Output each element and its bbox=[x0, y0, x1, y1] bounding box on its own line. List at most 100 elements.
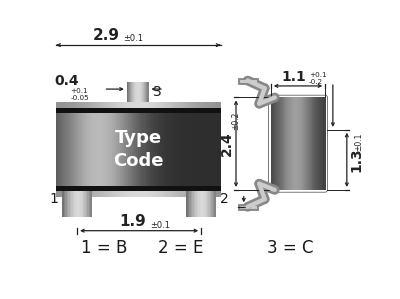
Bar bbox=[286, 97, 288, 190]
Text: 1: 1 bbox=[50, 191, 58, 205]
Text: +0.1
-0.2: +0.1 -0.2 bbox=[309, 72, 326, 85]
Bar bbox=[204, 191, 206, 197]
Bar bbox=[155, 191, 157, 197]
Bar bbox=[142, 102, 145, 108]
Bar bbox=[83, 113, 85, 186]
Bar bbox=[285, 97, 287, 190]
Bar bbox=[284, 97, 285, 190]
Bar bbox=[73, 191, 75, 197]
Bar bbox=[275, 97, 277, 190]
Bar bbox=[312, 97, 314, 190]
Bar bbox=[120, 191, 122, 197]
Bar bbox=[106, 102, 108, 108]
Bar bbox=[70, 191, 73, 197]
Bar bbox=[287, 97, 288, 190]
Bar bbox=[145, 82, 146, 102]
Bar bbox=[302, 97, 303, 190]
Bar bbox=[70, 191, 72, 217]
Bar bbox=[120, 113, 122, 186]
Bar bbox=[184, 191, 186, 197]
Bar bbox=[114, 191, 116, 197]
Bar bbox=[200, 102, 202, 108]
Bar bbox=[151, 102, 153, 108]
Bar bbox=[62, 102, 65, 108]
Bar bbox=[75, 191, 77, 197]
Bar bbox=[212, 113, 215, 186]
Bar bbox=[182, 102, 184, 108]
Bar bbox=[200, 191, 201, 217]
Bar bbox=[132, 82, 134, 102]
Bar bbox=[184, 113, 186, 186]
Bar bbox=[58, 113, 61, 186]
Bar bbox=[208, 102, 211, 108]
Bar bbox=[82, 191, 83, 217]
Bar bbox=[62, 191, 64, 217]
Bar bbox=[151, 113, 153, 186]
Bar bbox=[87, 191, 90, 197]
Bar bbox=[208, 191, 211, 197]
Text: 1 = B: 1 = B bbox=[81, 239, 128, 257]
Bar bbox=[173, 113, 176, 186]
Bar bbox=[157, 102, 159, 108]
Bar bbox=[87, 102, 90, 108]
Bar bbox=[208, 191, 210, 217]
Bar bbox=[210, 191, 213, 197]
Bar bbox=[289, 97, 290, 190]
Bar bbox=[157, 191, 159, 197]
Bar bbox=[128, 102, 130, 108]
Bar bbox=[97, 113, 100, 186]
Bar bbox=[108, 113, 110, 186]
Bar bbox=[180, 102, 182, 108]
Bar bbox=[110, 102, 112, 108]
Bar bbox=[318, 97, 319, 190]
Bar bbox=[60, 191, 63, 197]
Bar bbox=[281, 97, 282, 190]
Bar bbox=[271, 97, 272, 190]
Bar bbox=[202, 102, 204, 108]
Bar bbox=[276, 97, 278, 190]
Bar bbox=[97, 191, 100, 197]
Bar bbox=[309, 97, 310, 190]
Bar bbox=[138, 113, 141, 186]
Bar bbox=[122, 102, 124, 108]
Bar bbox=[186, 191, 188, 197]
Bar bbox=[305, 97, 306, 190]
Bar bbox=[313, 97, 315, 190]
Bar bbox=[108, 191, 110, 197]
Bar bbox=[283, 97, 284, 190]
Bar bbox=[60, 102, 63, 108]
Bar bbox=[206, 191, 207, 217]
Bar bbox=[165, 191, 168, 197]
Bar bbox=[182, 113, 184, 186]
Bar bbox=[273, 97, 274, 190]
Bar bbox=[216, 113, 219, 186]
Bar bbox=[132, 113, 135, 186]
Bar bbox=[210, 191, 212, 217]
Bar bbox=[75, 113, 77, 186]
Bar bbox=[104, 191, 106, 197]
Bar bbox=[143, 82, 144, 102]
Bar bbox=[198, 113, 200, 186]
Bar bbox=[93, 191, 96, 197]
Text: 2.4: 2.4 bbox=[220, 131, 234, 156]
Bar bbox=[165, 113, 168, 186]
Bar bbox=[177, 102, 180, 108]
Bar bbox=[106, 191, 108, 197]
Bar bbox=[301, 97, 302, 190]
Bar bbox=[58, 102, 61, 108]
Bar bbox=[169, 191, 172, 197]
Bar bbox=[58, 191, 61, 197]
Bar bbox=[316, 97, 317, 190]
Bar bbox=[90, 191, 92, 217]
Bar bbox=[192, 191, 194, 217]
Bar bbox=[64, 113, 67, 186]
Bar bbox=[83, 191, 85, 217]
Bar bbox=[196, 102, 198, 108]
Bar bbox=[159, 102, 161, 108]
Bar bbox=[127, 82, 128, 102]
Bar bbox=[292, 97, 293, 190]
Bar bbox=[89, 191, 92, 197]
Bar bbox=[310, 97, 311, 190]
Bar bbox=[86, 191, 88, 217]
Bar bbox=[298, 97, 299, 190]
